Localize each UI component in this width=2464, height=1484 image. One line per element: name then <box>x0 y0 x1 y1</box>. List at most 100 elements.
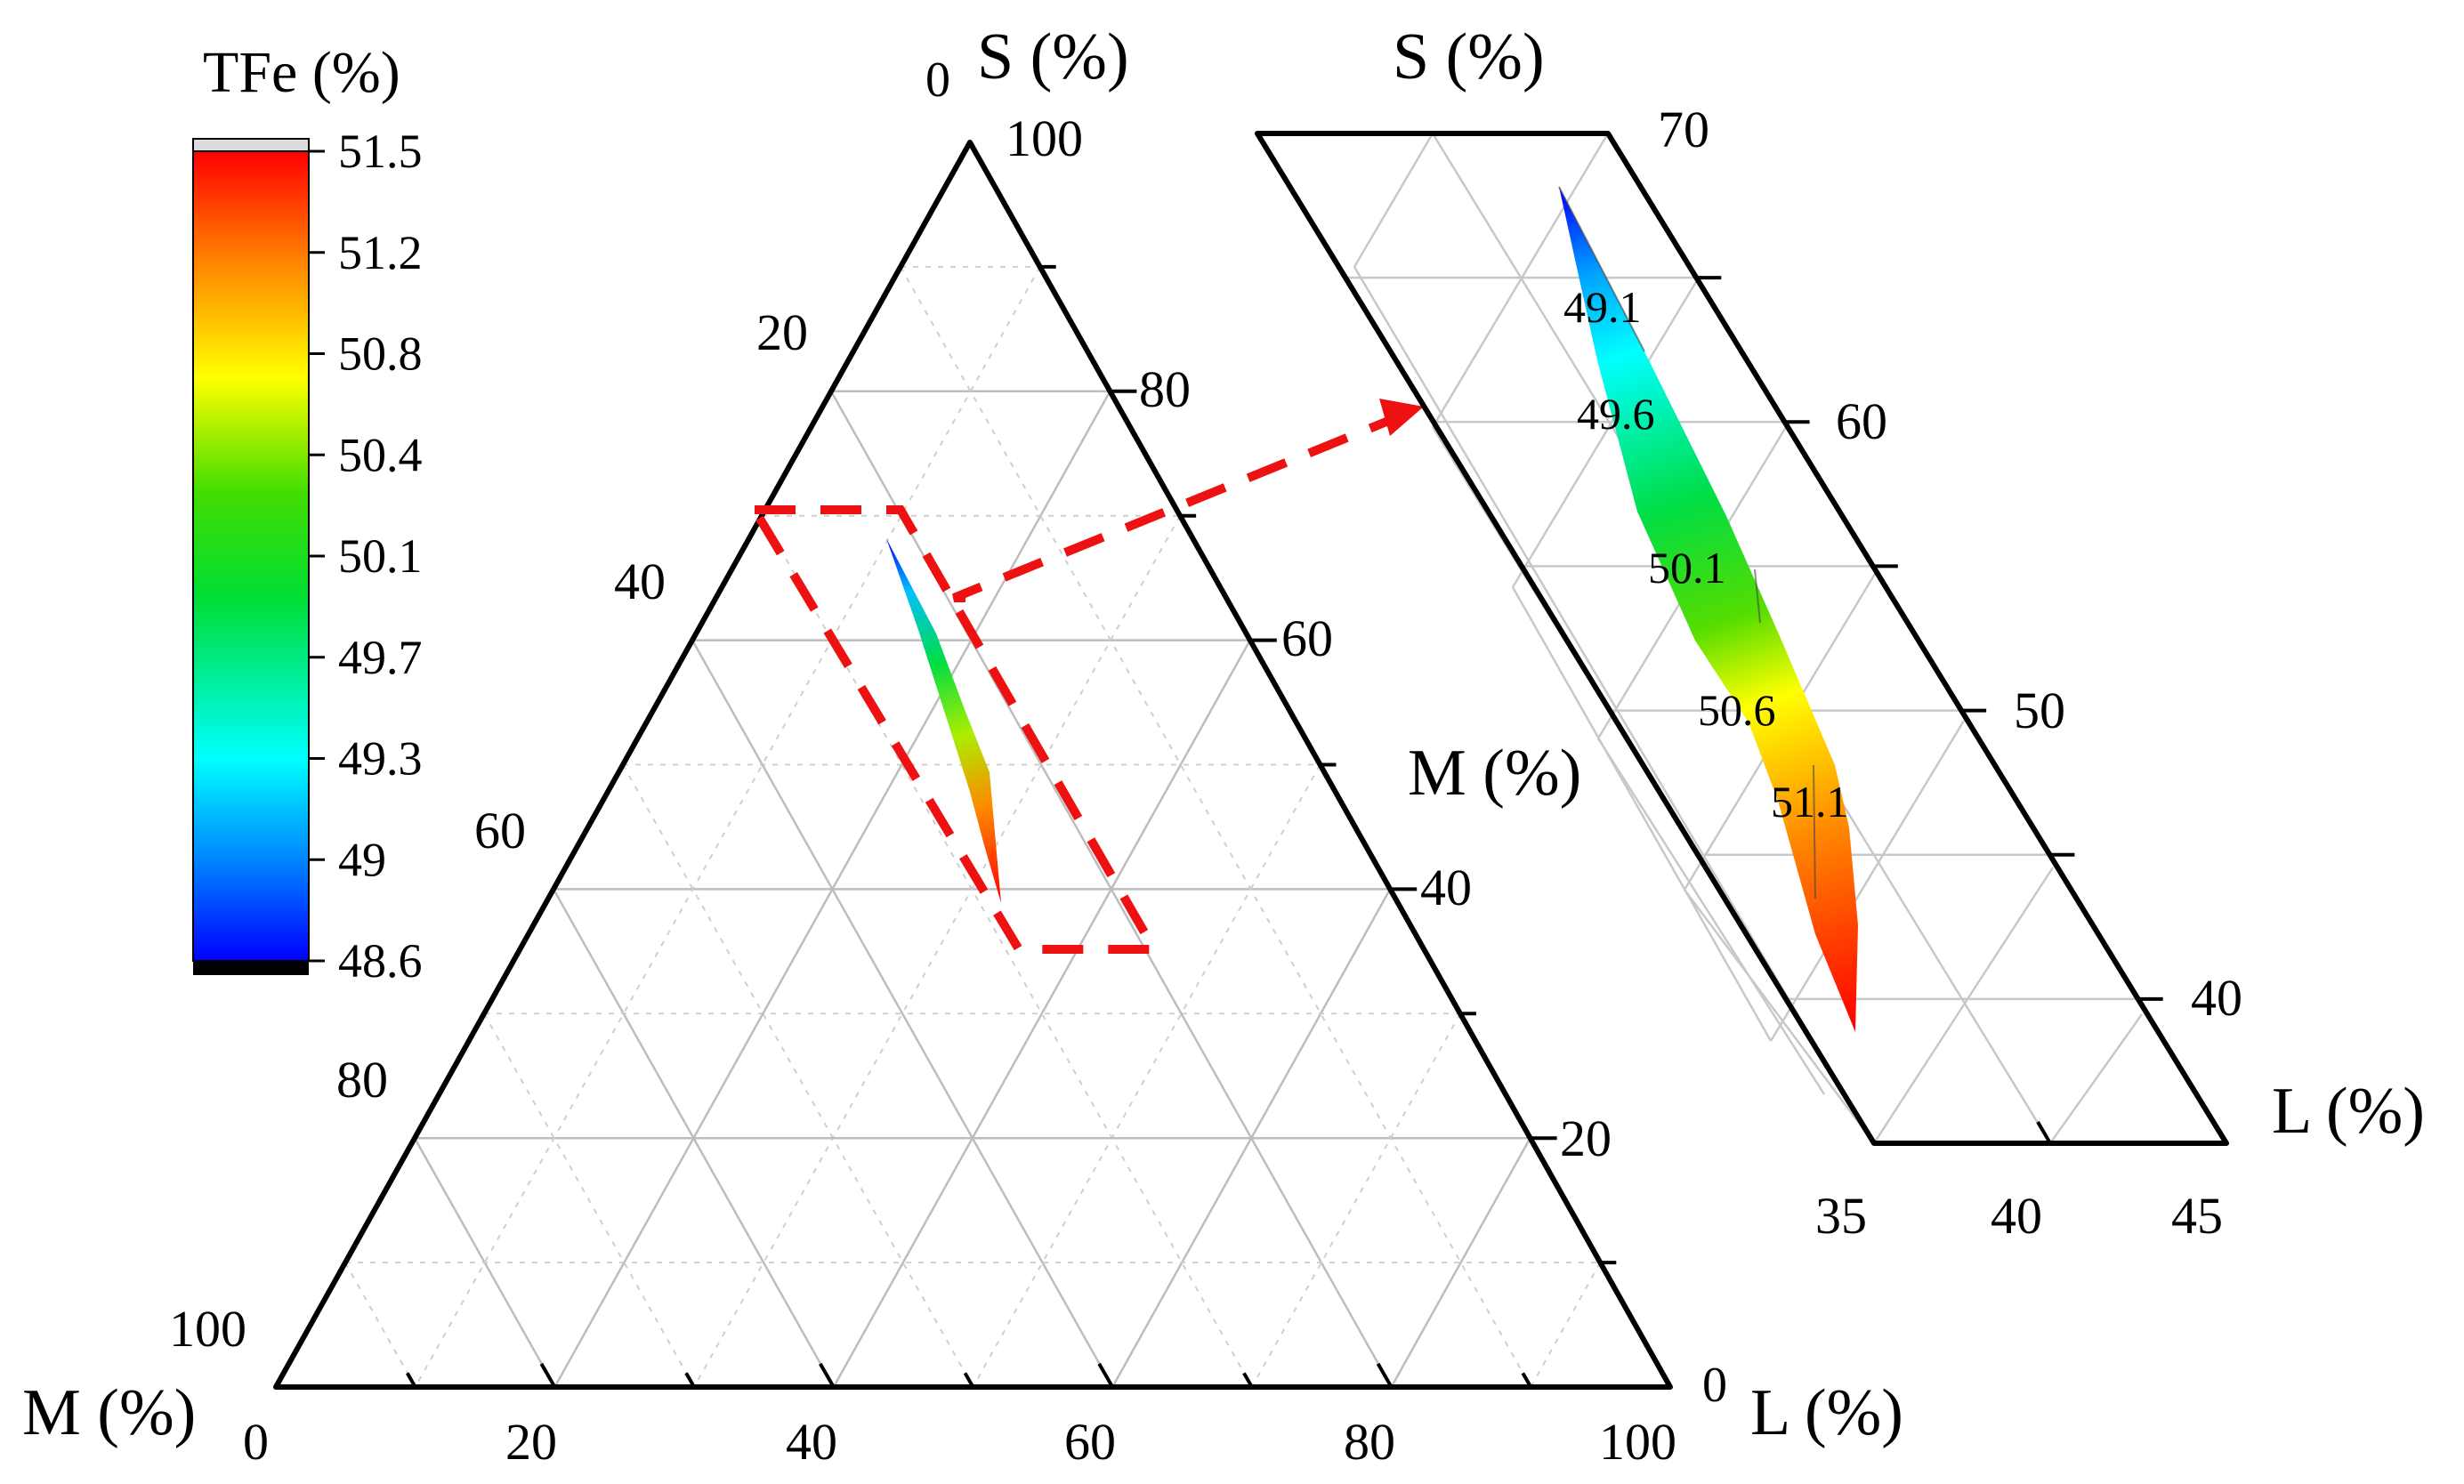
gridline <box>1251 1012 1461 1388</box>
right-axis-labels: 100 80 60 40 20 <box>1006 109 1612 1167</box>
bottom-tick-label: 0 <box>243 1413 269 1471</box>
zoom-tick-mark <box>2212 1120 2228 1145</box>
bottom-tick-label: 20 <box>505 1413 557 1471</box>
zoom-gridline <box>1596 738 1826 1095</box>
colorbar-title: TFe (%) <box>203 40 400 105</box>
zoom-gridline <box>1683 889 1876 1144</box>
zoom-panel: 49.1 49.6 50.1 50.6 51.1 S (%) L (%) 70 … <box>1255 20 2425 1245</box>
zoom-contour-region <box>1559 187 1858 1032</box>
gridline <box>972 764 1321 1388</box>
zoom-contour-lines <box>1558 186 1816 899</box>
zoom-tick-mark <box>2036 1120 2052 1145</box>
zoom-s-axis-title: S (%) <box>1393 20 1545 93</box>
tick-mark <box>684 1372 696 1388</box>
tick-mark <box>891 265 902 282</box>
colorbar-tick-label: 50.8 <box>338 327 423 381</box>
zoom-gridline <box>1872 867 2055 1144</box>
colorbar: TFe (%) 51.5 51.2 50.8 50.4 50.1 49.7 49.3 49 48… <box>192 40 423 988</box>
gridline <box>832 639 1251 1388</box>
colorbar-tick-label: 49.3 <box>338 732 423 786</box>
left-tick-label: 20 <box>756 303 808 361</box>
gridline <box>553 391 1111 1388</box>
tick-mark <box>819 1362 836 1388</box>
contour-label: 49.1 <box>1563 282 1642 332</box>
tick-mark <box>1242 1372 1254 1388</box>
right-tick-label: 60 <box>1281 609 1333 667</box>
ternary-tick-marks <box>335 264 1617 1388</box>
colorbar-tick-label: 50.1 <box>338 529 423 583</box>
contour-label: 51.1 <box>1771 777 1849 827</box>
zoom-l-axis-title: L (%) <box>2272 1075 2425 1148</box>
tick-mark <box>400 1137 416 1163</box>
right-tick-label: 40 <box>1420 859 1472 916</box>
colorbar-tick-label: 49 <box>338 833 386 886</box>
zoom-right-tick-label: 50 <box>2014 682 2065 739</box>
colorbar-tick-label: 48.6 <box>338 934 423 988</box>
colorbar-bottom-cap <box>193 961 309 975</box>
gridline <box>1530 1262 1602 1388</box>
colorbar-top-cap <box>192 138 310 152</box>
bottom-axis-labels: 0 20 40 60 80 100 <box>243 1413 1676 1471</box>
tick-mark <box>963 1372 975 1388</box>
l-axis-title: L (%) <box>1750 1376 1903 1449</box>
zoom-right-tick-label: 60 <box>1836 392 1887 450</box>
tick-mark <box>677 639 694 665</box>
gridline <box>1390 1137 1531 1388</box>
selection-arrow-head <box>1379 399 1424 436</box>
gridline <box>691 639 1114 1388</box>
left-tick-label: 100 <box>169 1300 246 1358</box>
tick-mark <box>539 1362 557 1388</box>
gridline <box>414 266 1041 1388</box>
bottom-tick-label: 100 <box>1599 1413 1676 1471</box>
m-axis-title: M (%) <box>1408 737 1581 810</box>
s-axis-corner-zero: 0 <box>925 52 950 108</box>
zoom-gridline <box>2048 1013 2144 1144</box>
zoom-gridline <box>1511 279 1699 588</box>
m-axis-title-bottom: M (%) <box>22 1376 196 1449</box>
zoom-gridline <box>1431 133 1610 428</box>
zoom-bottom-tick-label: 40 <box>1991 1187 2042 1245</box>
bottom-tick-label: 60 <box>1064 1413 1116 1471</box>
zoom-tick-mark <box>1860 1120 1876 1145</box>
zoom-gridline <box>1353 133 1434 268</box>
colorbar-gradient <box>192 150 310 962</box>
l-axis-corner-zero: 0 <box>1702 1358 1727 1413</box>
right-tick-label: 100 <box>1006 109 1083 167</box>
gridline <box>344 1262 416 1388</box>
left-tick-label: 80 <box>336 1051 388 1109</box>
selection-box <box>747 505 1162 954</box>
bottom-tick-label: 80 <box>1344 1413 1395 1471</box>
colorbar-tick-label: 49.7 <box>338 631 423 684</box>
tick-mark <box>613 763 625 780</box>
contour-label: 49.6 <box>1577 389 1655 439</box>
tick-mark <box>816 390 833 415</box>
zoom-bottom-tick-label: 35 <box>1815 1187 1867 1245</box>
colorbar-tick-label: 51.5 <box>338 125 423 178</box>
right-tick-label: 20 <box>1560 1109 1612 1167</box>
ternary-gridlines <box>344 265 1602 1388</box>
left-axis-labels: 20 40 60 80 100 <box>169 303 808 1358</box>
gridline <box>900 266 1532 1388</box>
tick-mark <box>538 888 555 914</box>
bottom-tick-label: 40 <box>786 1413 837 1471</box>
left-tick-label: 60 <box>474 802 526 859</box>
zoom-right-tick-label: 40 <box>2191 969 2242 1027</box>
tick-mark <box>335 1262 347 1278</box>
zoom-contour-labels: 49.1 49.6 50.1 50.6 51.1 <box>1563 282 1849 827</box>
tick-mark <box>1376 1362 1394 1388</box>
tick-mark <box>405 1372 417 1388</box>
gridline <box>693 515 1181 1388</box>
zoom-gridline <box>1769 720 1966 1042</box>
ternary-plot: 0 S (%) M (%) M (%) L (%) 0 100 80 60 40… <box>22 20 1903 1471</box>
s-axis-title: S (%) <box>977 20 1129 93</box>
zoom-bottom-axis-labels: 35 40 45 <box>1815 1187 2223 1245</box>
tick-mark <box>1097 1362 1114 1388</box>
colorbar-tick-label: 50.4 <box>338 428 423 481</box>
selection-arrow-line <box>952 409 1408 602</box>
right-tick-label: 80 <box>1139 360 1191 418</box>
colorbar-ticks: 51.5 51.2 50.8 50.4 50.1 49.7 49.3 49 48.6 <box>309 125 423 988</box>
gridline <box>622 764 974 1388</box>
tick-mark <box>1521 1372 1533 1388</box>
contour-label: 50.6 <box>1698 685 1776 735</box>
